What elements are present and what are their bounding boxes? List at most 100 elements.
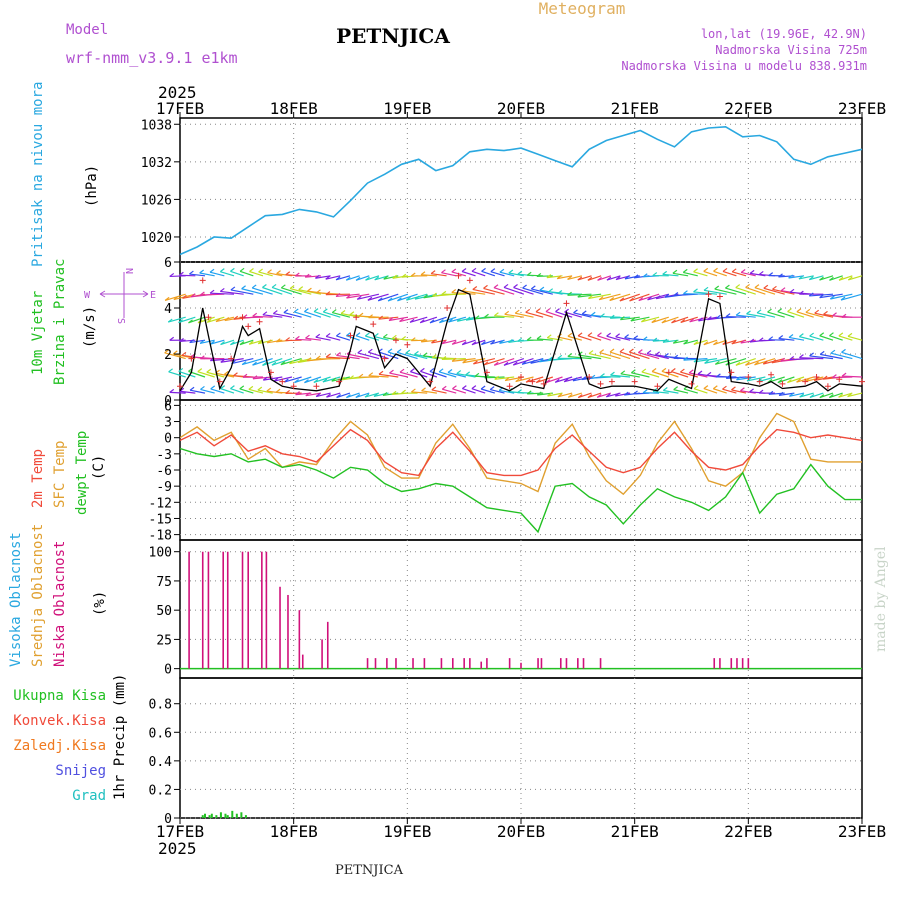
wind-arrow (314, 377, 331, 382)
wind-arrow-head (673, 270, 677, 273)
wind-arrow-head (531, 286, 535, 289)
wind-arrow-head (263, 312, 267, 315)
wind-arrow-head (388, 349, 392, 352)
wind-arrow (170, 392, 186, 393)
wind-arrow-head (597, 333, 601, 336)
wind-arrow-head (397, 349, 401, 352)
wind-arrow (485, 377, 505, 378)
wind-arrow-head (314, 309, 318, 312)
wind-arrow-head (305, 335, 309, 338)
xtick-label-bottom-2: 19FEB (383, 822, 431, 841)
model-name: wrf-nmm_v3.9.1 e1km (66, 49, 238, 67)
wind-arrow-head (220, 269, 224, 272)
wind-arrow-head (725, 285, 729, 288)
wind-arrow-head (662, 368, 666, 371)
pressure-line (180, 127, 862, 255)
wind-arrow-head (707, 372, 711, 375)
wind-arrow-head (610, 372, 614, 375)
precip-legend-conv: Konvek.Kisa (13, 713, 106, 729)
wind-arrow-head (457, 371, 461, 374)
wind-arrow (504, 287, 524, 294)
wind-arrow-head (307, 288, 311, 291)
wind-arrow-head (220, 288, 224, 291)
wind-arrow-head (323, 309, 327, 312)
wind-arrow-head (441, 270, 445, 273)
wind-arrow-head (249, 386, 253, 389)
gust-marker (768, 372, 774, 378)
wind-arrow-head (277, 271, 281, 274)
wind-arrow-head (815, 310, 819, 313)
ytick-label-cloud-0: 0 (164, 663, 172, 678)
wind-arrow-head (452, 269, 456, 272)
wind-arrow-head (674, 387, 678, 390)
wind-arrow-head (568, 333, 572, 336)
ytick-label-temp-8: -18 (149, 529, 172, 544)
axis-layer: 10201026103210380246630-3-6-9-12-15-1802… (141, 99, 886, 841)
wind-arrow-head (578, 333, 582, 336)
wind-arrow-head (304, 309, 308, 312)
wind-arrow-head (713, 386, 717, 389)
wind-arrow-head (207, 369, 211, 372)
wind-arrow-head (466, 372, 470, 375)
wind-arrow (555, 312, 572, 318)
cloud-label-mid: Srednja Oblacnost (30, 524, 46, 667)
cloud-unit: (%) (92, 591, 108, 616)
gust-marker (632, 379, 638, 385)
gust-marker (313, 383, 319, 389)
wind-arrow-head (356, 333, 360, 336)
ytick-label-precip-1: 0.2 (149, 783, 172, 798)
precip-legend-total: Ukupna Kisa (13, 688, 106, 704)
wind-arrow-head (732, 269, 736, 272)
wind-arrow-head (757, 310, 761, 313)
wind-arrow-head (638, 350, 642, 353)
wind-arrow-head (431, 271, 435, 274)
wind-arrow-head (731, 387, 735, 390)
ytick-label-wind-3: 6 (164, 256, 172, 271)
wind-arrow-head (472, 386, 476, 389)
wind-arrow-head (750, 270, 754, 273)
wind-arrow-head (680, 369, 684, 372)
temp-label-2m: 2m Temp (30, 449, 46, 508)
wind-arrow (842, 352, 862, 358)
wind-arrow-head (820, 333, 824, 336)
wind-arrow-head (540, 287, 544, 290)
wind-arrow (736, 288, 756, 295)
cloud-label-low: Niska Oblacnost (52, 541, 68, 667)
wind-arrow-head (663, 271, 667, 274)
wind-arrow-head (629, 349, 633, 352)
ytick-label-pressure-1: 1026 (141, 193, 172, 208)
compass-east: E (150, 290, 156, 301)
wind-arrow-head (332, 310, 336, 313)
wind-arrow-head (723, 268, 727, 271)
wind-arrow-head (704, 386, 708, 389)
ytick-label-cloud-1: 25 (156, 633, 172, 648)
gust-marker (245, 323, 251, 329)
wind-arrow-head (722, 386, 726, 389)
wind-arrow-head (210, 269, 214, 272)
cloud-label-high: Visoka Oblacnost (8, 532, 24, 667)
wind-arrow-head (694, 289, 698, 292)
wind-arrow-head (842, 349, 846, 352)
xtick-label-bottom-6: 23FEB (838, 822, 886, 841)
data-layer (165, 127, 865, 818)
wind-arrow (484, 359, 505, 365)
wind-arrow-head (656, 352, 660, 355)
wind-arrow-head (422, 388, 426, 391)
wind-arrow-head (663, 387, 667, 390)
wind-arrow-head (652, 368, 656, 371)
ytick-label-cloud-4: 100 (149, 546, 172, 561)
altitude-text: Nadmorska Visina 725m (715, 43, 867, 57)
wind-arrow-head (358, 350, 362, 353)
gust-marker (717, 294, 723, 300)
wind-arrow-head (806, 309, 810, 312)
wind-arrow (769, 340, 785, 341)
wind-arrow (484, 288, 505, 294)
wind-arrow-head (704, 268, 708, 271)
xtick-label-bottom-4: 21FEB (611, 822, 659, 841)
gust-marker (467, 277, 473, 283)
wind-arrow-head (683, 269, 687, 272)
gust-marker (563, 300, 569, 306)
wind-arrow-head (341, 310, 345, 313)
wind-arrow-head (190, 387, 194, 390)
credit-text: made by Angel (873, 546, 889, 652)
